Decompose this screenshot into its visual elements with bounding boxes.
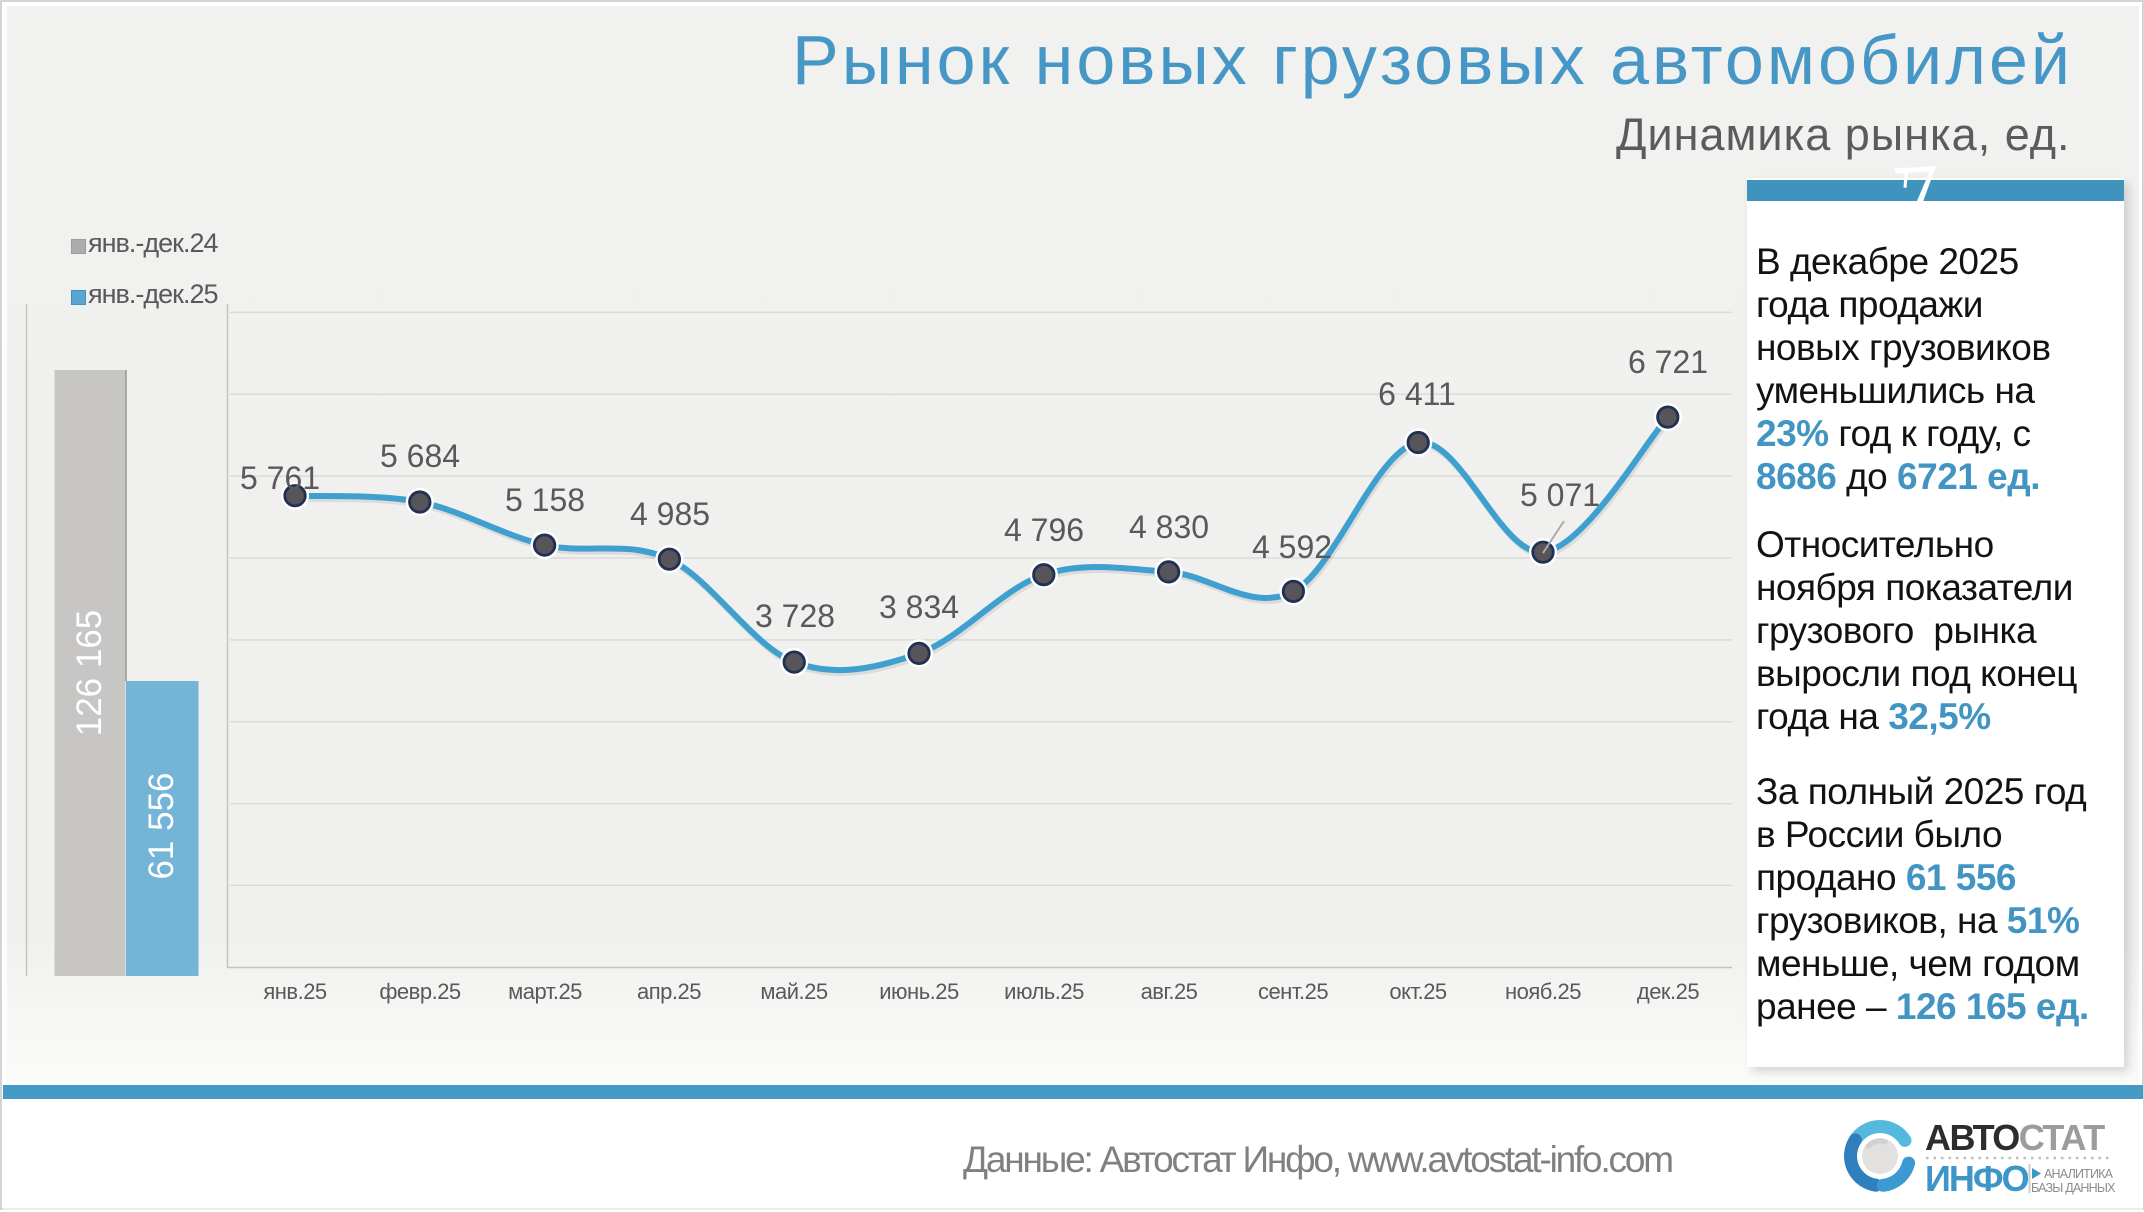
svg-text:АВТОСТАТ: АВТОСТАТ: [1925, 1117, 2105, 1158]
svg-text:АНАЛИТИКА: АНАЛИТИКА: [2044, 1167, 2114, 1181]
svg-text:БАЗЫ ДАННЫХ: БАЗЫ ДАННЫХ: [2031, 1181, 2116, 1195]
svg-text:ИНФО: ИНФО: [1925, 1158, 2029, 1199]
